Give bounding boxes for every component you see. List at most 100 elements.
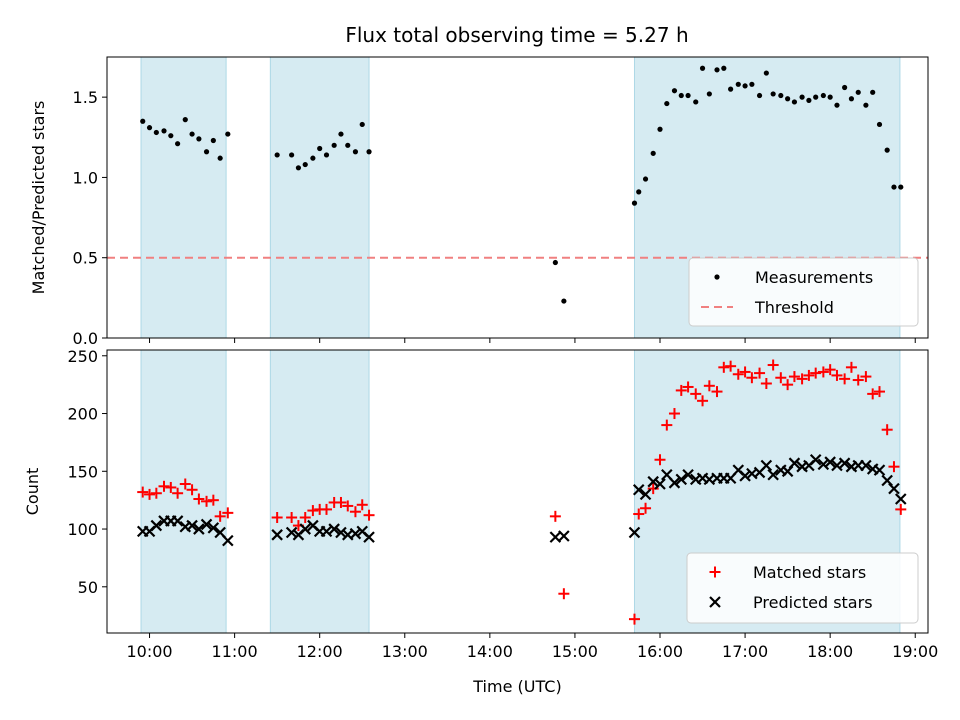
matched-stars-point [349, 506, 361, 518]
observing-window-band [140, 56, 227, 339]
matched-stars-point [845, 361, 857, 373]
predicted-stars-point [675, 473, 688, 486]
measurement-point [891, 184, 897, 190]
measurement-point [820, 92, 826, 99]
predicted-stars-point [654, 478, 666, 490]
matched-stars-point [739, 366, 751, 378]
matched-stars-point [179, 478, 191, 490]
measurement-point [323, 152, 330, 158]
measurement-point [876, 121, 883, 128]
legend-measurement-marker [714, 274, 720, 280]
legend-label: Matched stars [753, 563, 866, 582]
legend-predicted-marker [709, 596, 721, 608]
chart-title: Flux total observing time = 5.27 h [345, 23, 688, 47]
matched-stars-point [137, 486, 149, 498]
measurement-point [175, 141, 181, 147]
predicted-stars-point [363, 531, 375, 543]
predicted-stars-point [860, 459, 872, 472]
matched-stars-point [144, 488, 156, 500]
predicted-stars-point [171, 515, 184, 527]
matched-stars-point [881, 424, 893, 436]
predicted-stars-point [767, 468, 779, 481]
predicted-stars-point [873, 464, 886, 476]
measurement-point [763, 70, 769, 76]
matched-stars-point [803, 369, 815, 381]
measurement-point [210, 137, 216, 144]
measurement-point [664, 100, 670, 107]
matched-stars-point [732, 368, 744, 380]
measurement-point [552, 259, 558, 266]
predicted-stars-point [271, 529, 283, 541]
observing-window-band [269, 56, 370, 339]
measurement-point [693, 99, 699, 105]
matched-stars-point [321, 503, 333, 515]
y-tick-label: 1.0 [73, 168, 98, 187]
matched-stars-point [725, 360, 737, 372]
count-panel: 50 100 150 200 250 10:00 11:00 12:00 13:00 14:00 1… [23, 347, 938, 696]
predicted-stars-point [817, 458, 830, 471]
y-tick-label: 100 [67, 520, 98, 539]
measurement-point [317, 145, 323, 152]
measurement-point [842, 84, 848, 91]
matched-stars-point [860, 371, 872, 383]
predicted-stars-point [349, 527, 362, 540]
axes-frame [106, 56, 929, 339]
matched-stars-point [558, 588, 570, 600]
measurement-point [742, 83, 748, 89]
measurement-point [770, 91, 776, 97]
predicted-stars-point [632, 483, 645, 496]
matched-stars-point [867, 388, 879, 400]
matched-stars-point [760, 377, 772, 389]
matched-stars-point [186, 484, 198, 496]
measurement-point [827, 94, 833, 100]
matched-stars-point [356, 499, 368, 511]
matched-stars-point [810, 367, 822, 379]
measurement-point [225, 131, 231, 137]
measurement-point [870, 89, 876, 95]
matched-stars-point [697, 395, 709, 407]
matched-stars-point [852, 374, 864, 386]
measurement-point [182, 117, 188, 123]
matched-stars-point [207, 494, 219, 506]
matched-stars-point [549, 510, 561, 522]
predicted-stars-point [186, 519, 198, 532]
measurement-point [359, 121, 365, 128]
matched-stars-point [754, 367, 766, 379]
measurement-point [699, 65, 706, 71]
x-tick-label: 10:00 [126, 642, 172, 661]
measurement-point [785, 96, 791, 102]
matched-stars-point [299, 511, 311, 523]
matched-stars-point [675, 384, 687, 396]
measurement-point [749, 81, 755, 87]
measurement-point [153, 129, 159, 136]
measurement-point [855, 89, 861, 95]
predicted-stars-point [207, 522, 220, 534]
measurement-point [714, 67, 720, 73]
measurement-point [848, 96, 855, 102]
matched-stars-point [839, 373, 851, 385]
measurement-point [657, 126, 663, 132]
legend-box [686, 552, 919, 624]
matched-stars-point [831, 369, 843, 381]
x-tick-label: 12:00 [297, 642, 343, 661]
matched-stars-point [193, 493, 205, 505]
matched-stars-point [363, 509, 375, 521]
measurement-point [898, 184, 904, 190]
measurement-point [678, 92, 684, 99]
measurement-point [196, 136, 202, 142]
legend-label: Predicted stars [753, 593, 873, 612]
matched-stars-point [335, 496, 347, 508]
predicted-stars-point [809, 453, 822, 466]
observing-window-band [269, 349, 370, 634]
measurement-point [203, 149, 210, 155]
matched-stars-point [628, 613, 640, 625]
y-axis-label: Count [23, 468, 42, 516]
legend: Measurements Threshold [688, 257, 919, 327]
measurement-point [331, 142, 337, 148]
measurement-point [813, 94, 819, 100]
matched-stars-point [271, 511, 283, 523]
matched-stars-point [661, 419, 673, 431]
measurement-point [735, 81, 741, 87]
measurement-point [706, 91, 712, 97]
